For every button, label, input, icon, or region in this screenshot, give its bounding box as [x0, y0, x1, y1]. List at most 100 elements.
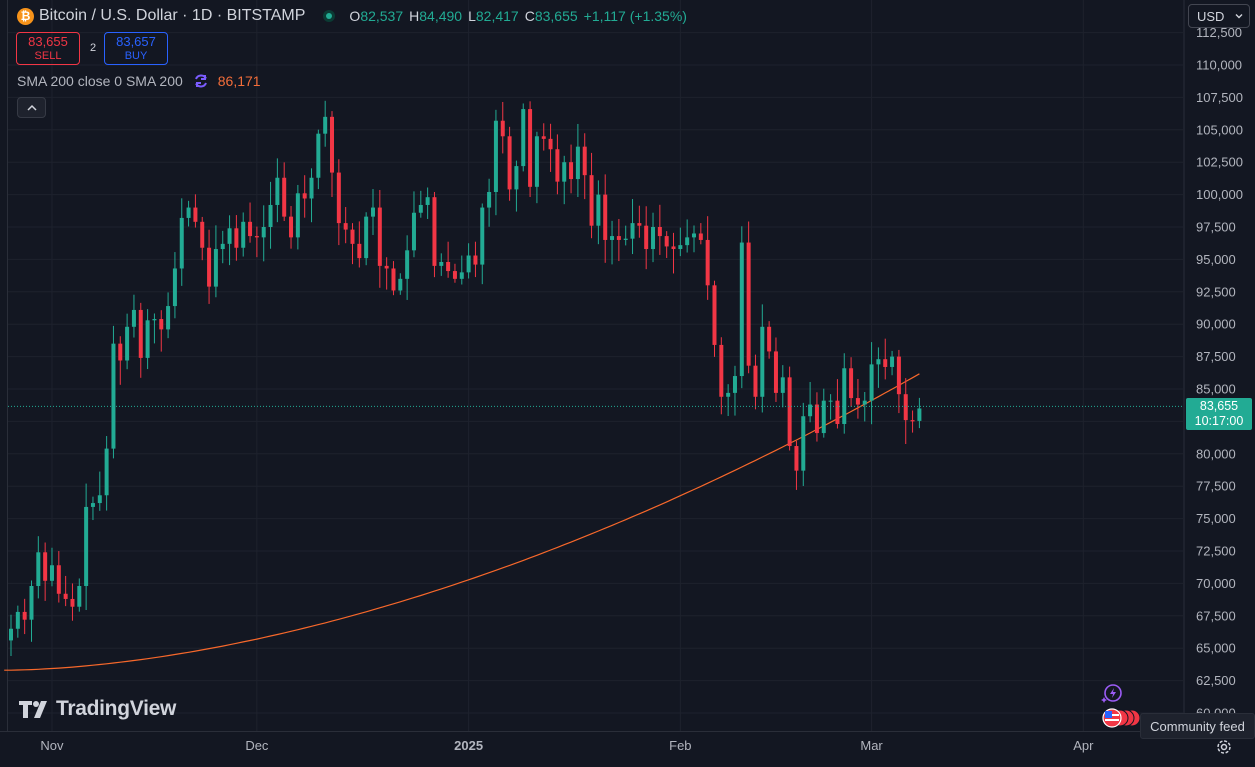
last-price-label: 83,655 10:17:00: [1186, 398, 1252, 430]
candle-up: [425, 197, 430, 205]
candle-down: [787, 377, 792, 447]
candle-up: [268, 204, 273, 227]
time-tick-label: Mar: [860, 738, 883, 753]
market-status-icon[interactable]: [323, 10, 336, 22]
ohlc-close: C83,655: [524, 8, 578, 24]
sell-label: SELL: [34, 49, 62, 62]
last-price-value: 83,655: [1199, 399, 1239, 413]
candle-down: [302, 193, 307, 199]
candle-up: [760, 326, 765, 397]
candle-up: [562, 162, 567, 182]
candle-up: [29, 585, 34, 620]
candle-up: [145, 320, 150, 358]
candle-down: [43, 552, 48, 581]
price-tick-label: 85,000: [1196, 382, 1236, 397]
time-tick-label: Nov: [40, 738, 64, 753]
time-tick-label: Apr: [1073, 738, 1094, 753]
candle-up: [487, 192, 492, 208]
candle-up: [172, 268, 177, 307]
price-tick-label: 112,500: [1196, 25, 1242, 40]
bar-countdown: 10:17:00: [1194, 414, 1244, 428]
price-tick-label: 72,500: [1196, 544, 1236, 559]
time-tick-label: Feb: [669, 738, 691, 753]
currency-select[interactable]: USD: [1188, 4, 1250, 28]
chevron-down-icon: [1235, 14, 1243, 19]
candle-up: [692, 233, 696, 238]
ohlc-low: L82,417: [468, 8, 519, 24]
time-axis[interactable]: Nov Dec 2025 Feb Mar Apr: [40, 738, 1094, 753]
candle-down: [814, 404, 819, 434]
candle-down: [234, 228, 239, 248]
price-tick-label: 105,000: [1196, 122, 1243, 137]
price-tick-label: 95,000: [1196, 252, 1236, 267]
candle-down: [616, 236, 621, 240]
candle-down: [248, 221, 253, 237]
candle-up: [179, 217, 184, 269]
candle-down: [200, 221, 205, 248]
community-feed-label: Community feed: [1150, 718, 1245, 734]
sell-button[interactable]: 83,655 SELL: [16, 32, 80, 65]
candle-down: [548, 138, 553, 150]
collapse-legend-button[interactable]: [17, 97, 46, 118]
candle-up: [275, 177, 280, 205]
candle-up: [90, 503, 95, 507]
price-axis[interactable]: 60,00062,50065,00067,50070,00072,50075,0…: [1196, 25, 1243, 720]
community-feed-button[interactable]: Community feed: [1140, 713, 1255, 739]
refresh-icon[interactable]: [193, 73, 209, 89]
candle-down: [473, 255, 478, 265]
candle-up: [49, 565, 54, 581]
candle-up: [739, 242, 744, 377]
price-tick-label: 80,000: [1196, 446, 1236, 461]
sma-indicator-legend[interactable]: SMA 200 close 0 SMA 200 86,171: [17, 73, 261, 89]
candle-up: [316, 133, 321, 178]
candle-up: [186, 207, 191, 218]
candle-up: [534, 136, 539, 187]
candle-up: [862, 400, 867, 405]
buy-button[interactable]: 83,657 BUY: [104, 32, 168, 65]
time-tick-label: 2025: [454, 738, 483, 753]
candle-up: [152, 319, 157, 321]
price-tick-label: 107,500: [1196, 90, 1243, 105]
candle-down: [671, 246, 676, 250]
candle-up: [166, 306, 171, 330]
gear-icon[interactable]: [1214, 737, 1234, 757]
symbol-title[interactable]: Bitcoin / U.S. Dollar · 1D · BITSTAMP: [39, 7, 306, 24]
candle-up: [493, 120, 498, 193]
candle-down: [767, 326, 772, 352]
grid: [0, 0, 1255, 732]
candle-down: [753, 365, 758, 397]
buy-price: 83,657: [116, 33, 156, 49]
candle-down: [698, 233, 703, 240]
candle-down: [289, 216, 294, 238]
candle-up: [125, 326, 130, 361]
candle-up: [917, 408, 922, 421]
candle-down: [664, 236, 669, 247]
sma-200-polyline: [4, 373, 920, 671]
candle-up: [9, 628, 13, 641]
candle-up: [575, 146, 580, 180]
candle-down: [330, 116, 335, 173]
candle-up: [131, 309, 136, 327]
candle-up: [15, 611, 20, 629]
candle-down: [712, 285, 717, 345]
candle-down: [719, 344, 724, 397]
candle-up: [97, 495, 102, 504]
ohlc-high: H84,490: [409, 8, 463, 24]
community-flags-icon[interactable]: [1102, 708, 1142, 728]
candle-up: [364, 216, 369, 259]
candle-up: [77, 585, 82, 607]
candle-up: [84, 506, 89, 586]
candle-up: [370, 207, 375, 217]
candle-up: [869, 364, 874, 401]
candle-up: [630, 223, 635, 239]
chevron-up-icon: [26, 104, 37, 111]
candle-down: [528, 109, 533, 187]
tradingview-logo[interactable]: TradingView: [19, 697, 176, 721]
sell-price: 83,655: [28, 33, 68, 49]
candle-down: [896, 356, 901, 395]
price-tick-label: 75,000: [1196, 511, 1236, 526]
lightning-icon[interactable]: [1100, 683, 1122, 705]
candle-up: [780, 377, 785, 393]
